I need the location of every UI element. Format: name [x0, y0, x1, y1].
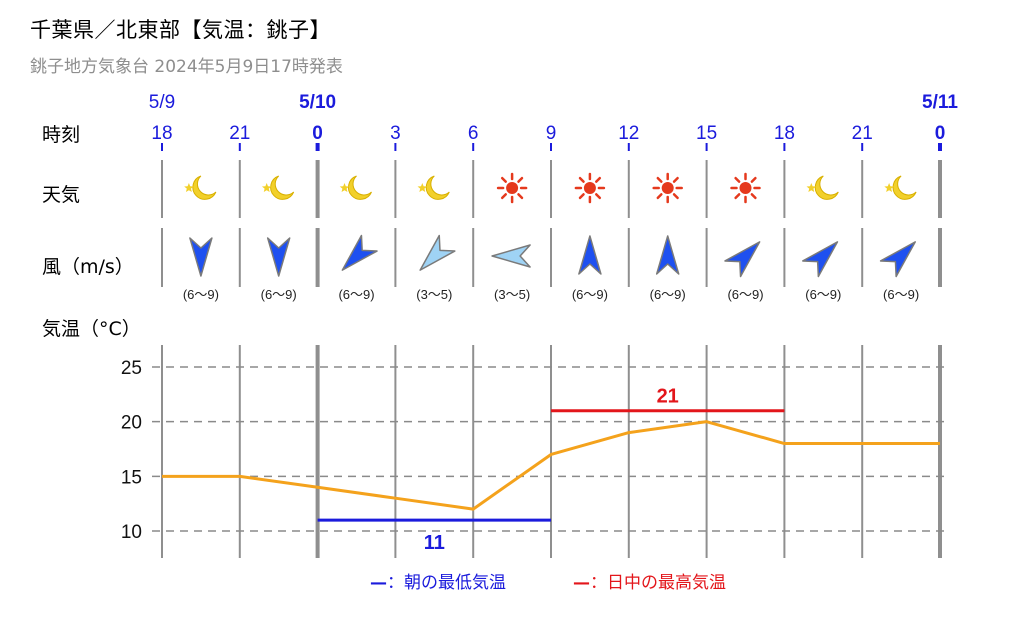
- hour-label: 18: [774, 123, 795, 144]
- wind-arrow-icon: [724, 241, 761, 278]
- legend-max-label: ：日中の最高気温: [590, 573, 726, 593]
- wind-arrow-icon: [578, 235, 602, 275]
- legend-max-swatch: —: [573, 573, 590, 593]
- hour-label: 21: [852, 123, 873, 144]
- wind-arrow-icon: [419, 234, 456, 271]
- legend-min: —：朝の最低気温: [370, 568, 506, 593]
- moon-icon: [417, 175, 450, 200]
- legend-max: —：日中の最高気温: [573, 568, 726, 593]
- wind-speed-label: (3〜5): [494, 287, 530, 302]
- wind-speed-label: (6〜9): [650, 287, 686, 302]
- sun-icon: [496, 172, 528, 204]
- wind-arrow-icon: [189, 237, 213, 277]
- wind-speed-label: (3〜5): [416, 287, 452, 302]
- hour-label: 12: [618, 123, 639, 144]
- sun-icon: [574, 172, 606, 204]
- issued-by: 銚子地方気象台 2024年5月9日17時発表: [30, 57, 343, 77]
- hour-label: 0: [312, 123, 323, 144]
- legend-min-label: ：朝の最低気温: [387, 573, 506, 593]
- time-row-label: 時刻: [42, 124, 81, 146]
- wind-speed-label: (6〜9): [727, 287, 763, 302]
- hour-label: 0: [935, 123, 946, 144]
- temp-row-label: 気温（°C）: [42, 318, 141, 340]
- wind-arrow-icon: [266, 237, 291, 277]
- wind-arrow-icon: [491, 244, 531, 268]
- page-title: 千葉県／北東部【気温：銚子】: [30, 18, 331, 42]
- wind-speed-label: (6〜9): [805, 287, 841, 302]
- moon-icon: [339, 175, 372, 200]
- wind-row-label: 風（m/s）: [42, 256, 134, 278]
- max-temp-label: 21: [657, 386, 679, 408]
- temperature-line: [162, 420, 940, 511]
- wind-arrow-icon: [655, 235, 680, 275]
- wind-arrow-icon: [879, 241, 916, 278]
- weather-row-label: 天気: [42, 184, 81, 206]
- date-label: 5/11: [922, 92, 958, 113]
- y-tick-label: 10: [121, 522, 142, 543]
- moon-icon: [184, 175, 217, 200]
- hour-label: 21: [229, 123, 250, 144]
- wind-arrow-icon: [341, 234, 378, 271]
- hour-label: 18: [151, 123, 172, 144]
- moon-icon: [806, 175, 839, 200]
- y-tick-label: 25: [121, 358, 142, 379]
- min-temp-label: 11: [424, 532, 445, 554]
- hour-label: 3: [390, 123, 401, 144]
- wind-speed-label: (6〜9): [338, 287, 374, 302]
- moon-icon: [261, 175, 295, 200]
- wind-speed-label: (6〜9): [261, 287, 297, 302]
- date-label: 5/9: [149, 92, 175, 113]
- sun-icon: [730, 172, 761, 204]
- legend-min-swatch: —: [370, 573, 387, 593]
- hour-label: 15: [696, 123, 717, 144]
- y-tick-label: 15: [121, 467, 142, 488]
- hour-label: 9: [546, 123, 557, 144]
- wind-speed-label: (6〜9): [183, 287, 219, 302]
- wind-speed-label: (6〜9): [883, 287, 919, 302]
- date-label: 5/10: [299, 92, 336, 113]
- moon-icon: [884, 175, 917, 200]
- sun-icon: [652, 172, 683, 204]
- wind-arrow-icon: [802, 241, 839, 278]
- wind-speed-label: (6〜9): [572, 287, 608, 302]
- y-tick-label: 20: [121, 413, 142, 434]
- hour-label: 6: [468, 123, 479, 144]
